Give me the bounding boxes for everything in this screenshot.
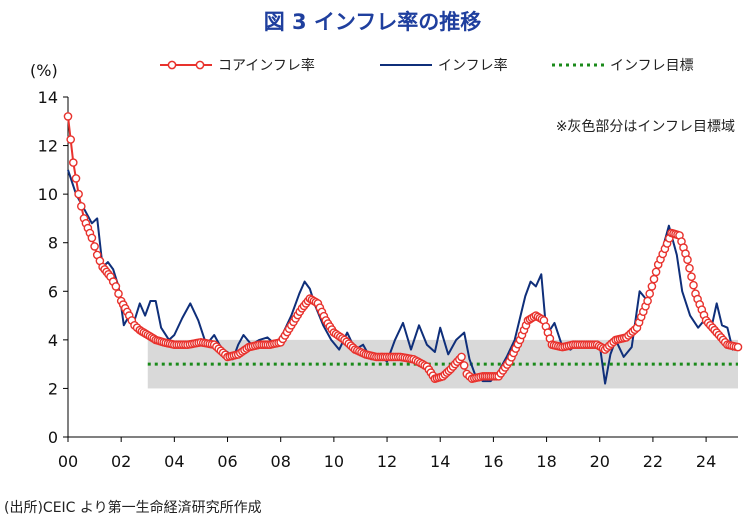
core-inflation-point [111,282,121,291]
legend-target-label: インフレ目標 [610,58,694,74]
core-inflation-point [90,242,99,251]
legend-core-label: コアインフレ率 [218,57,315,74]
core-inflation-point [77,201,86,211]
core-inflation-point [459,361,469,370]
y-tick-label: 6 [48,282,58,301]
core-inflation-point [114,289,123,299]
legend-core-marker [167,60,177,70]
core-inflation-point [69,158,78,167]
x-tick-label: 16 [483,452,503,471]
core-inflation-point [87,233,97,243]
core-inflation-point [647,282,657,291]
chart-title: 図 3 インフレ率の推移 [263,10,482,34]
core-inflation-point [687,272,696,282]
x-tick-label: 12 [377,452,397,471]
core-inflation-point [63,112,73,121]
x-tick-label: 02 [111,452,131,471]
core-inflation-point [71,174,81,183]
x-tick-label: 04 [164,452,184,471]
core-inflation-point [683,255,692,265]
x-tick-label: 10 [324,452,344,471]
x-tick-label: 22 [643,452,663,471]
core-inflation-point [643,296,652,306]
core-inflation-layer [63,112,743,384]
core-inflation-point [733,342,743,352]
core-inflation-point [685,263,694,273]
core-inflation-point [651,267,661,277]
x-tick-label: 18 [536,452,556,471]
y-tick-label: 0 [48,428,58,447]
y-unit-label: (%) [30,61,58,80]
core-inflation-point [74,189,83,199]
core-inflation-point [649,274,659,284]
legend-core-marker [195,60,205,70]
legend: コアインフレ率 インフレ率 インフレ目標 [160,57,694,74]
target-band-note: ※灰色部分はインフレ目標域 [556,118,735,135]
y-tick-label: 8 [48,234,58,253]
x-tick-label: 06 [217,452,237,471]
y-tick-label: 12 [38,137,58,156]
y-tick-label: 2 [48,379,58,398]
core-inflation-point [645,289,655,299]
y-tick-label: 14 [38,88,58,107]
x-tick-label: 08 [271,452,291,471]
x-tick-label: 14 [430,452,450,471]
core-inflation-point [689,280,698,290]
headline-inflation-line [67,169,739,385]
y-tick-label: 10 [38,185,58,204]
headline-inflation-layer [67,169,739,385]
x-tick-label: 20 [590,452,610,471]
x-tick-label: 00 [58,452,78,471]
legend-headline-label: インフレ率 [438,57,508,74]
x-tick-label: 24 [696,452,716,471]
source-note: (出所)CEIC より第一生命経済研究所作成 [4,500,262,516]
core-inflation-point [457,352,466,362]
y-tick-label: 4 [48,331,58,350]
core-inflation-point [66,135,75,144]
axis-layer [63,96,738,442]
